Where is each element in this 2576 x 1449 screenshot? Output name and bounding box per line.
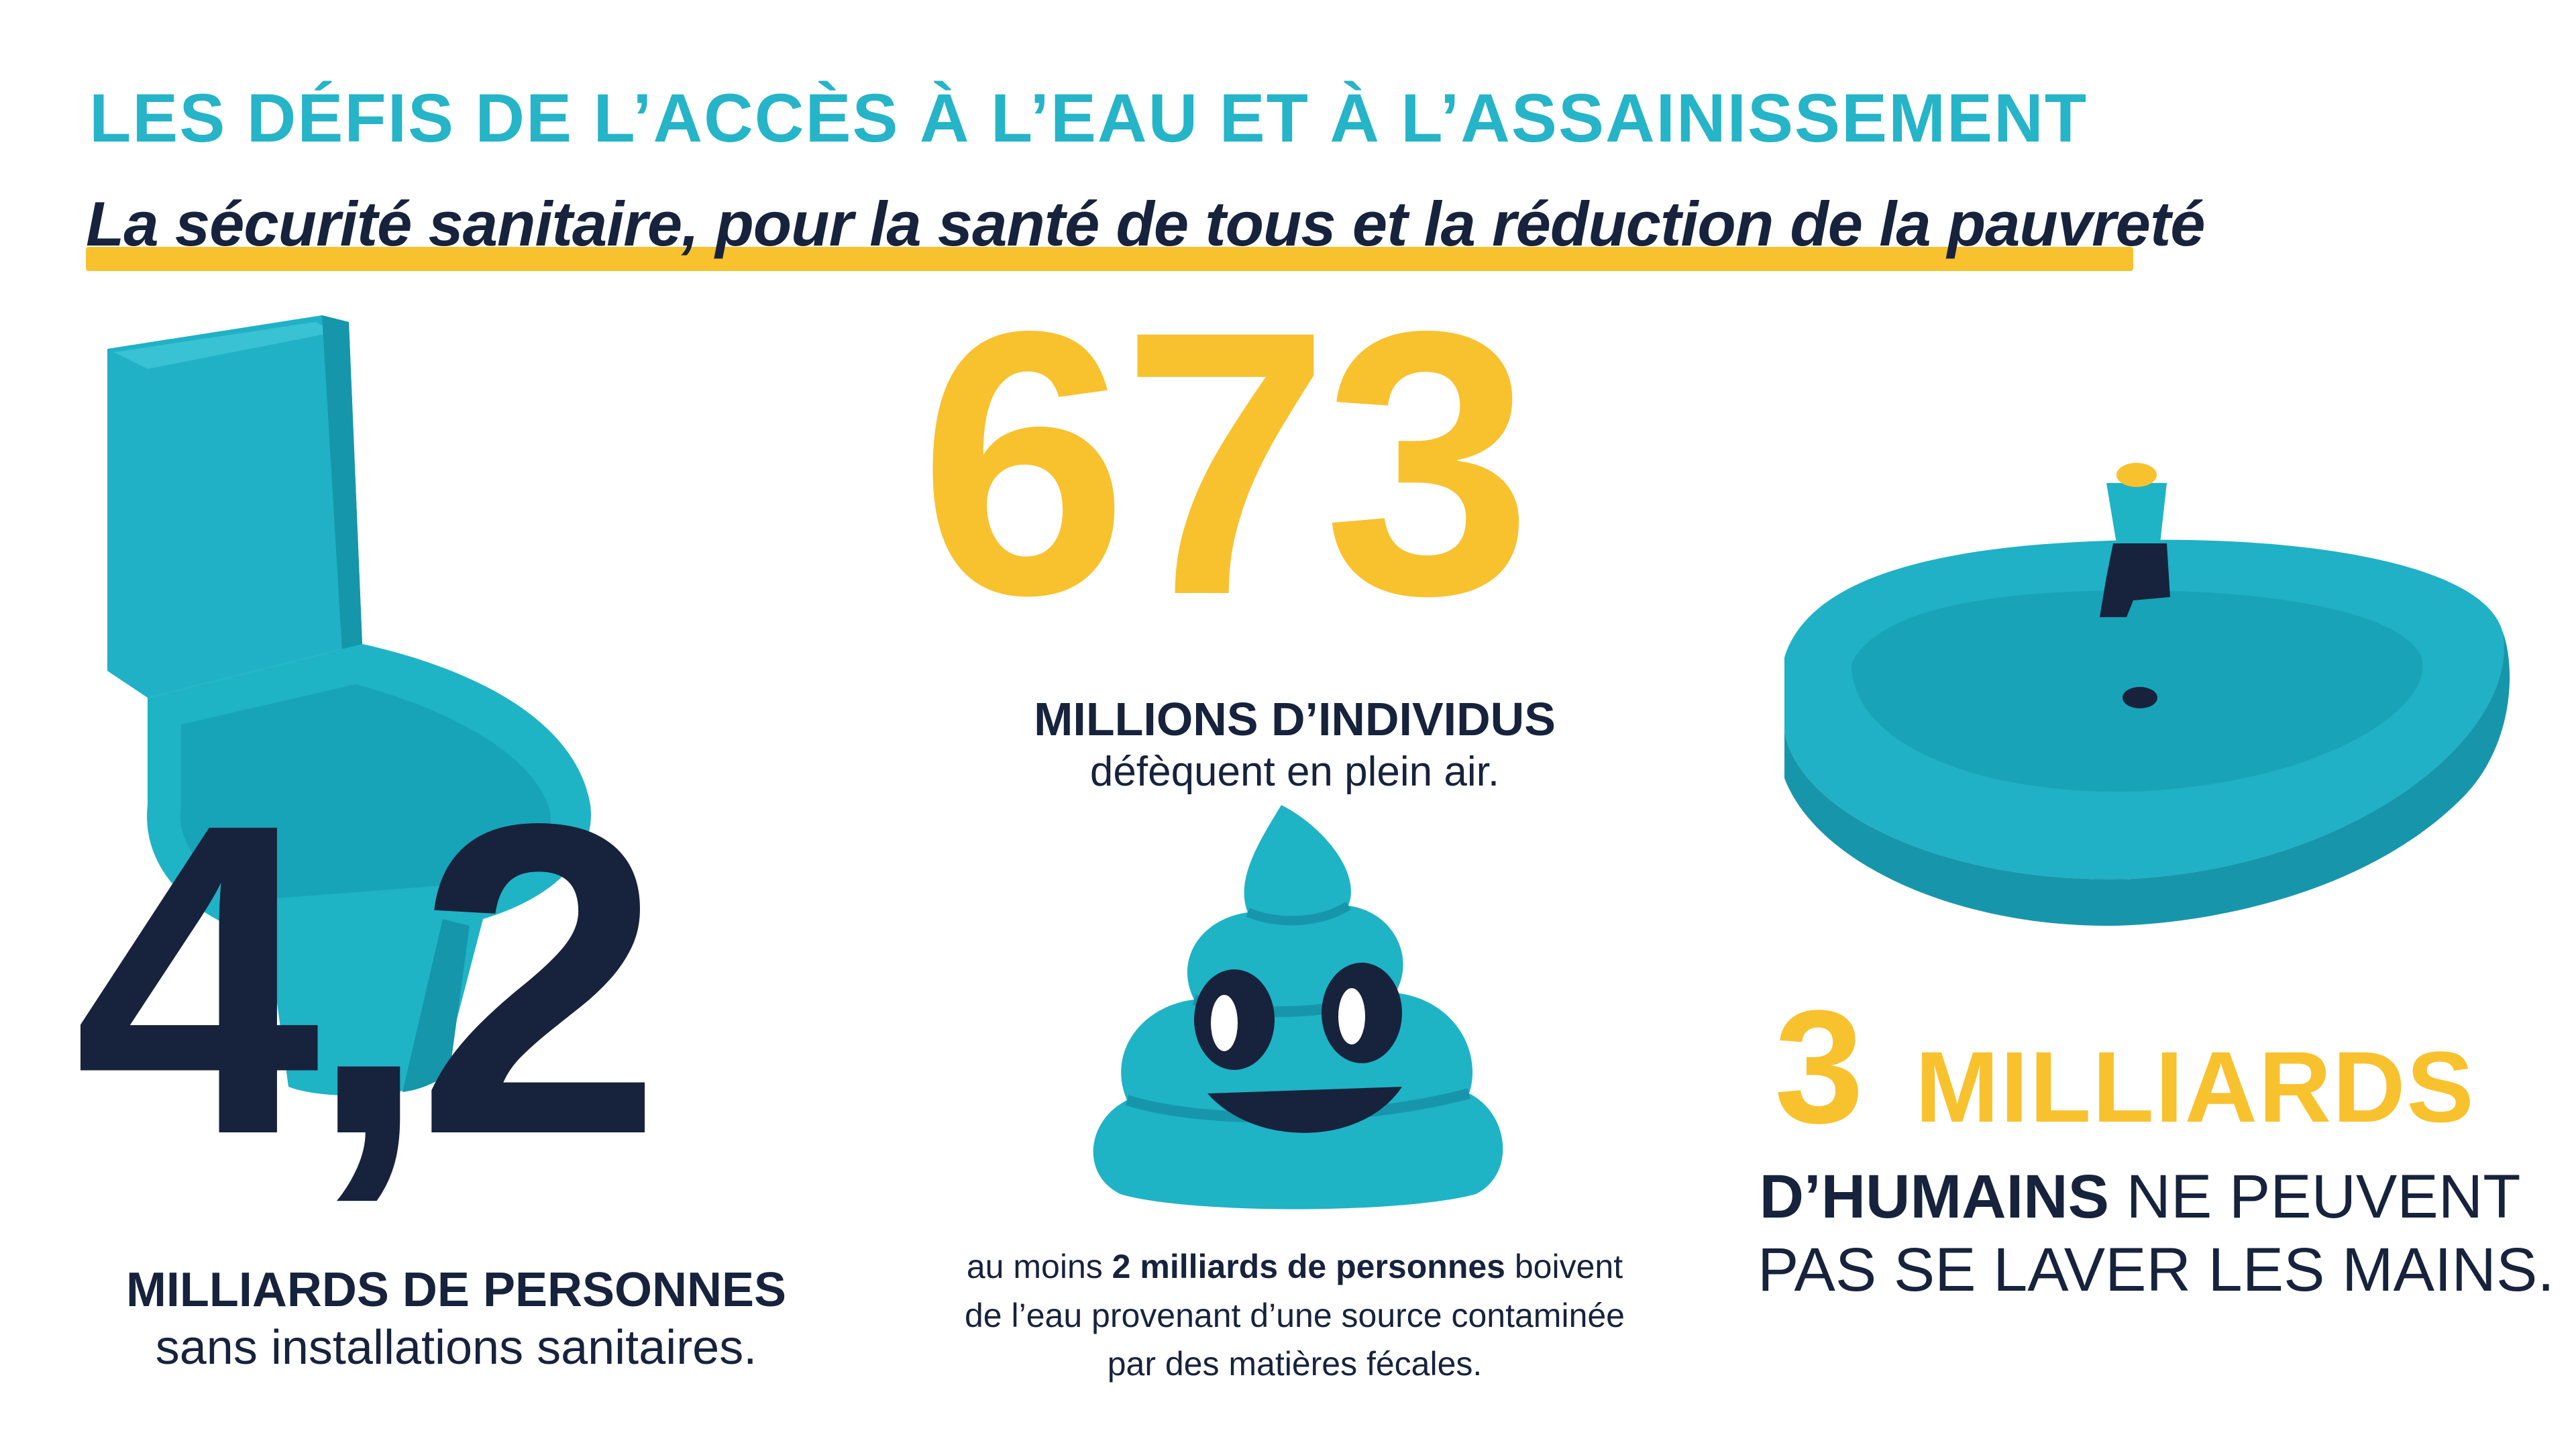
stat-673-label: MILLIONS D’INDIVIDUS [1034, 693, 1556, 745]
stat-3-caption: D’HUMAINS NE PEUVENT PAS SE LAVER LES MA… [1758, 1161, 2555, 1306]
stat-673-number: 673 [919, 253, 1532, 673]
stat-3-text-line1: NE PEUVENT [2108, 1163, 2521, 1231]
stat-2-caption: au moins 2 milliards de personnes boiven… [926, 1242, 1664, 1389]
poop-icon [1093, 805, 1503, 1210]
stat-2-prefix: au moins [966, 1248, 1112, 1285]
subtitle-block: La sécurité sanitaire, pour la santé de … [86, 188, 2206, 271]
stat-3-bold: D’HUMAINS [1759, 1163, 2109, 1231]
page-subtitle: La sécurité sanitaire, pour la santé de … [86, 189, 2206, 259]
stat-42-text: sans installations sanitaires. [155, 1321, 757, 1375]
stat-2-suffix: boivent [1505, 1248, 1623, 1285]
toilet-icon [107, 315, 591, 1096]
stat-2-line2: de l’eau provenant d’une source contamin… [964, 1296, 1625, 1334]
stat-2-line3: par des matières fécales. [1107, 1345, 1483, 1383]
stat-42-number: 4,2 [74, 732, 662, 1226]
stat-673-text: défèquent en plein air. [1089, 749, 1500, 795]
sink-icon [1784, 463, 2510, 926]
stat-42-label: MILLIARDS DE PERSONNES [125, 1263, 787, 1317]
stat-3-unit: MILLIARDS [1915, 1030, 2475, 1143]
stat-2-bold: 2 milliards de personnes [1112, 1248, 1505, 1285]
subtitle-highlight [86, 247, 2133, 271]
stat-42-caption: MILLIARDS DE PERSONNES sans installation… [121, 1261, 792, 1377]
stat-3-number: 3 [1774, 977, 1864, 1157]
stat-3-text-line2: PAS SE LAVER LES MAINS. [1758, 1235, 2555, 1304]
stat-673-caption: MILLIONS D’INDIVIDUS défèquent en plein … [959, 691, 1630, 797]
page-title: LES DÉFIS DE L’ACCÈS À L’EAU ET À L’ASSA… [89, 80, 2088, 156]
